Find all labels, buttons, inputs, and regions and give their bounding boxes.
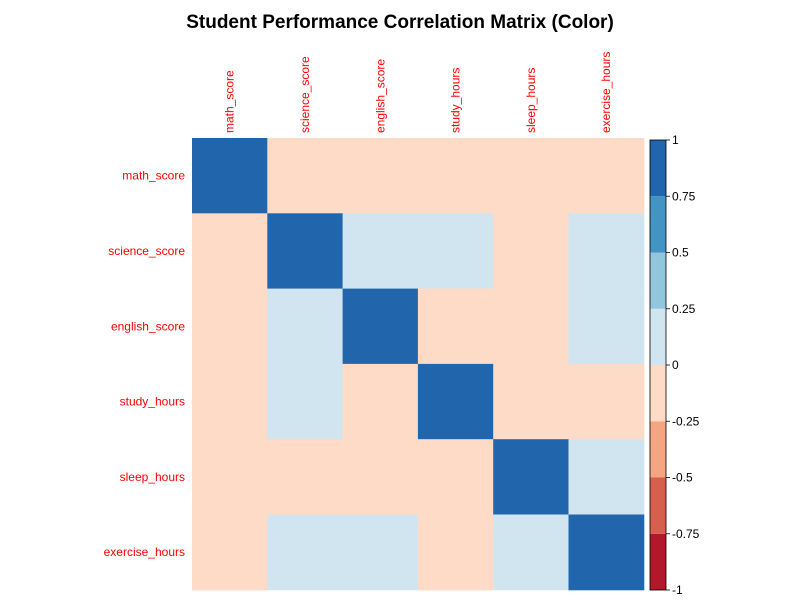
colorbar-tick-label-2: -0.5: [672, 471, 693, 485]
row-label-study_hours: study_hours: [120, 395, 185, 409]
colorbar-tick-label-7: 0.75: [672, 189, 696, 203]
heatmap-cell-english_score-science_score: [267, 288, 344, 365]
heatmap-cell-sleep_hours-exercise_hours: [568, 439, 645, 515]
heatmap-cell-math_score-science_score: [267, 138, 344, 214]
colorbar: -1 -0.75 -0.5 -0.25 0 0.25 0.5 0.75 1: [649, 133, 700, 597]
heatmap-cell-math_score-english_score: [342, 138, 419, 214]
row-label-sleep_hours: sleep_hours: [120, 470, 185, 484]
colorbar-tick-label-1: -0.75: [672, 527, 700, 541]
column-label-science_score: science_score: [298, 56, 312, 133]
heatmap-cell-english_score-sleep_hours: [493, 288, 569, 365]
colorbar-tick-label-6: 0.5: [672, 246, 689, 260]
heatmap-cell-science_score-science_score: [267, 213, 344, 290]
heatmap-cell-math_score-study_hours: [417, 138, 494, 214]
heatmap-cell-english_score-exercise_hours: [568, 288, 645, 365]
column-label-math_score: math_score: [223, 70, 237, 133]
heatmap-cell-math_score-exercise_hours: [568, 138, 645, 214]
row-label-science_score: science_score: [108, 244, 185, 258]
row-label-exercise_hours: exercise_hours: [104, 545, 185, 559]
heatmap-cell-sleep_hours-math_score: [192, 439, 268, 515]
heatmap-cell-sleep_hours-sleep_hours: [493, 439, 569, 515]
heatmap-cell-math_score-sleep_hours: [493, 138, 569, 214]
colorbar-tick-label-8: 1: [672, 133, 679, 147]
heatmap-cell-sleep_hours-study_hours: [417, 439, 494, 515]
heatmap-cell-study_hours-sleep_hours: [493, 363, 569, 440]
column-label-sleep_hours: sleep_hours: [524, 68, 538, 133]
heatmap-cell-exercise_hours-exercise_hours: [568, 514, 645, 591]
colorbar-tick-label-3: -0.25: [672, 414, 700, 428]
heatmap-cell-sleep_hours-english_score: [342, 439, 419, 515]
heatmap-cell-english_score-english_score: [342, 288, 419, 365]
heatmap-cell-english_score-math_score: [192, 288, 268, 365]
heatmap-cell-science_score-study_hours: [417, 213, 494, 290]
heatmap-cell-study_hours-math_score: [192, 363, 268, 440]
heatmap-cell-study_hours-english_score: [342, 363, 419, 440]
row-label-math_score: math_score: [122, 169, 185, 183]
column-labels: math_score science_score english_score stud…: [223, 52, 614, 133]
heatmap-cell-science_score-english_score: [342, 213, 419, 290]
column-label-study_hours: study_hours: [449, 68, 463, 133]
heatmap-cell-exercise_hours-english_score: [342, 514, 419, 591]
colorbar-bin-0: [650, 533, 666, 590]
row-label-english_score: english_score: [111, 319, 185, 333]
heatmap-cell-science_score-math_score: [192, 213, 268, 290]
colorbar-bin-1: [650, 477, 666, 534]
colorbar-bin-5: [650, 252, 666, 309]
heatmap-cells: [192, 138, 645, 591]
colorbar-bin-3: [650, 365, 666, 422]
row-labels: math_score science_score english_scorestud…: [104, 169, 186, 560]
heatmap-cell-study_hours-exercise_hours: [568, 363, 645, 440]
colorbar-bin-4: [650, 308, 666, 365]
column-label-english_score: english_score: [373, 59, 387, 133]
heatmap-cell-english_score-study_hours: [417, 288, 494, 365]
heatmap-cell-exercise_hours-science_score: [267, 514, 344, 591]
heatmap-cell-study_hours-science_score: [267, 363, 344, 440]
heatmap-cell-science_score-sleep_hours: [493, 213, 569, 290]
heatmap-cell-exercise_hours-math_score: [192, 514, 268, 591]
heatmap-cell-study_hours-study_hours: [417, 363, 494, 440]
heatmap-cell-math_score-math_score: [192, 138, 268, 214]
heatmap-cell-exercise_hours-sleep_hours: [493, 514, 569, 591]
colorbar-tick-label-5: 0.25: [672, 302, 696, 316]
chart-title: Student Performance Correlation Matrix (…: [186, 12, 614, 33]
heatmap-cell-exercise_hours-study_hours: [417, 514, 494, 591]
heatmap-cell-sleep_hours-science_score: [267, 439, 344, 515]
heatmap-cell-science_score-exercise_hours: [568, 213, 645, 290]
colorbar-bin-6: [650, 196, 666, 253]
colorbar-tick-label-4: 0: [672, 358, 679, 372]
colorbar-bin-7: [650, 140, 666, 197]
colorbar-tick-label-0: -1: [672, 583, 683, 597]
colorbar-bin-2: [650, 421, 666, 478]
column-label-exercise_hours: exercise_hours: [599, 52, 613, 133]
